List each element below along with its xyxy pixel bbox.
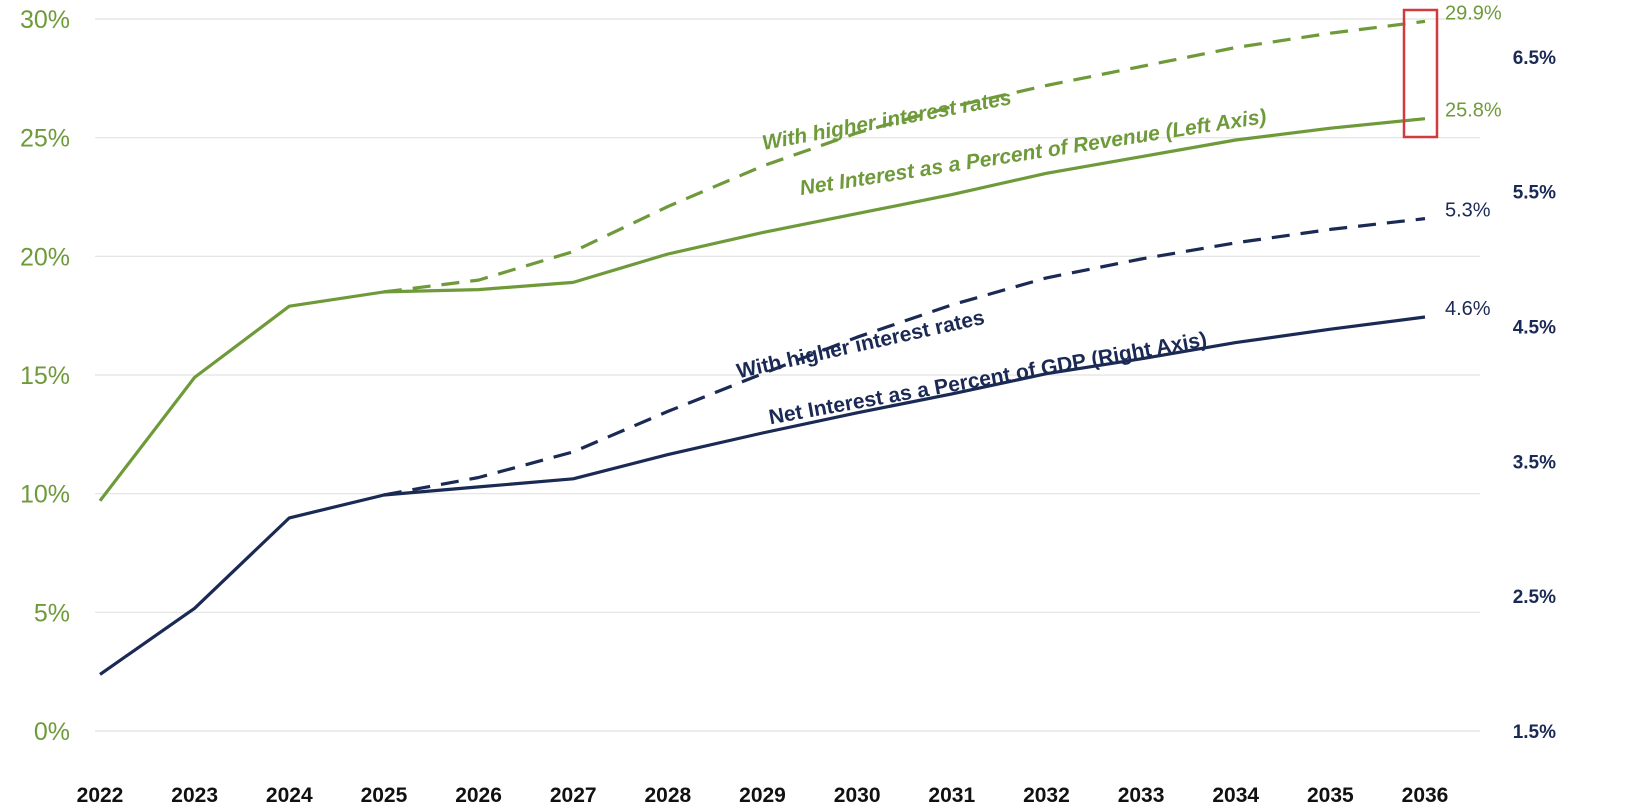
right-tick-label: 3.5% [1513, 452, 1556, 473]
end-labels: 29.9% 25.8% 5.3% 4.6% [1445, 2, 1502, 320]
gridlines [95, 18, 1480, 732]
x-tick-label: 2026 [455, 784, 502, 807]
x-tick-label: 2031 [928, 784, 975, 807]
series-lines [98, 19, 1426, 676]
right-tick-label: 5.5% [1513, 183, 1556, 204]
x-tick-label: 2027 [550, 784, 597, 807]
left-tick-label: 20% [20, 243, 70, 271]
x-tick-label: 2034 [1212, 784, 1259, 807]
end-value-label: 5.3% [1445, 200, 1491, 222]
left-tick-label: 0% [34, 718, 70, 746]
x-tick-label: 2029 [739, 784, 786, 807]
x-tick-label: 2030 [834, 784, 881, 807]
x-axis: 2022 2023 2024 2025 2026 2027 2028 2029 2030 2031… [77, 784, 1449, 807]
x-tick-label: 2036 [1402, 784, 1449, 807]
right-tick-label: 2.5% [1513, 587, 1556, 608]
revenue-solid-line [98, 117, 1426, 502]
x-tick-label: 2025 [361, 784, 408, 807]
gdp-solid-line [99, 315, 1426, 676]
left-tick-label: 25% [20, 125, 70, 153]
x-tick-label: 2022 [77, 784, 124, 807]
end-value-label: 25.8% [1445, 100, 1502, 122]
left-tick-label: 15% [20, 362, 70, 390]
left-tick-label: 5% [34, 599, 70, 627]
x-tick-label: 2033 [1118, 784, 1165, 807]
x-tick-label: 2028 [644, 784, 691, 807]
x-tick-label: 2035 [1307, 784, 1354, 807]
x-tick-label: 2024 [266, 784, 313, 807]
right-tick-label: 6.5% [1513, 48, 1556, 69]
highlight-box-group [1402, 8, 1439, 139]
right-tick-label: 1.5% [1513, 722, 1556, 743]
right-tick-label: 4.5% [1513, 317, 1556, 338]
end-value-label: 4.6% [1445, 298, 1491, 320]
x-tick-label: 2023 [171, 784, 218, 807]
series-annotation: With higher interest rates [735, 306, 987, 383]
x-tick-label: 2032 [1023, 784, 1070, 807]
left-axis: 0% 5% 10% 15% 20% 25% 30% [20, 6, 70, 746]
left-tick-label: 30% [20, 6, 70, 34]
highlight-box [1402, 8, 1439, 139]
right-axis: 1.5% 2.5% 3.5% 4.5% 5.5% 6.5% [1513, 48, 1556, 743]
gdp-dashed-line [383, 217, 1426, 497]
left-tick-label: 10% [20, 481, 70, 509]
revenue-dashed-line [383, 19, 1426, 294]
series-annotation: With higher interest rates [760, 86, 1013, 155]
end-value-label: 29.9% [1445, 2, 1502, 24]
